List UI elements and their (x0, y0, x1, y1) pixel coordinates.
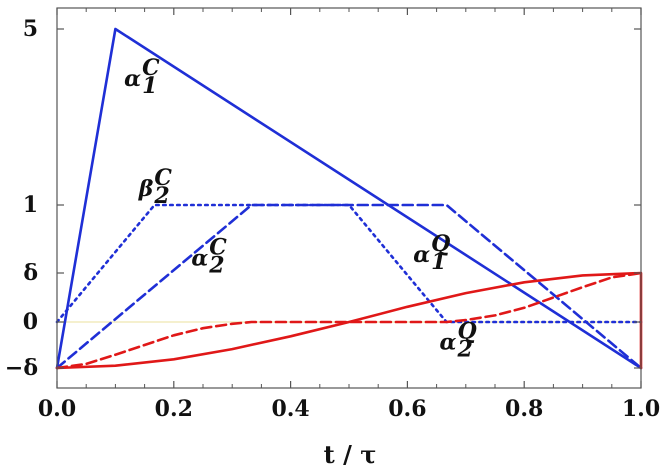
y-tick-label: 0 (23, 309, 38, 335)
series-line-alpha2Q (55, 271, 643, 370)
curve-label-base: α (413, 242, 430, 268)
curve-label-sup: Q (431, 231, 450, 257)
curve-label-sup: C (142, 55, 160, 81)
curve-label-sub: 2 (153, 183, 169, 209)
y-tick-label: 1 (23, 192, 38, 218)
x-tick-label: 0.2 (155, 396, 193, 422)
x-tick-label: 0.8 (505, 396, 543, 422)
curve-label-base: β (138, 176, 154, 202)
y-tick-label: δ (23, 260, 38, 286)
curve-labels: α C1β C2α C2 α Q1α Q2 (124, 55, 476, 362)
curve-label-sub: 2 (208, 252, 224, 278)
series-line-alpha1C (55, 27, 643, 370)
x-tick-label: 1.0 (622, 396, 660, 422)
curve-label-sup: C (154, 165, 172, 191)
curve-label-sub: 2 (456, 337, 472, 363)
x-tick-label: 0.4 (271, 396, 309, 422)
curve-label-alpha1C: α C1 (124, 55, 160, 99)
series-line-alpha1Q (55, 271, 643, 370)
curve-label-beta2C: β C2 (138, 165, 173, 209)
curve-label-base: α (440, 330, 457, 356)
curve-label-base: α (124, 66, 141, 92)
curve-label-alpha2Q: α Q2 (440, 319, 477, 363)
curve-label-sup: Q (457, 319, 476, 345)
x-tick-label: 0.0 (38, 396, 76, 422)
x-tick-label: 0.6 (388, 396, 426, 422)
curve-label-sup: C (209, 234, 227, 260)
y-tick-label: −δ (5, 355, 38, 381)
curve-label-alpha1Q: α Q1 (413, 231, 450, 275)
y-tick-label: 5 (23, 16, 38, 42)
axes: 0.0 0.2 0.4 0.6 0.8 1.0 −δ 0 δ 1 5 (5, 7, 660, 422)
curve-label-sub: 1 (431, 249, 446, 275)
curve-label-sub: 1 (142, 73, 157, 99)
curve-label-base: α (191, 245, 208, 271)
plot-lines (55, 8, 643, 388)
series-line-beta2C (55, 203, 643, 324)
curve-label-alpha2C: α C2 (191, 234, 227, 278)
x-axis-title: t / τ (324, 440, 377, 469)
